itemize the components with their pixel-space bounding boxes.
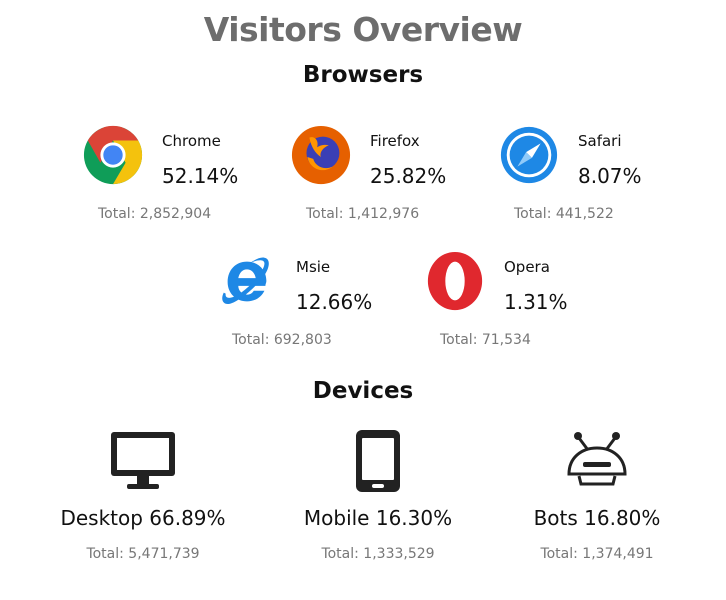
safari-icon — [500, 126, 558, 184]
bot-icon — [567, 432, 627, 486]
browser-total: Total: 692,803 — [232, 332, 332, 348]
device-card-mobile: Mobile 16.30% Total: 1,333,529 — [273, 428, 483, 562]
chrome-icon — [83, 125, 143, 185]
browser-name: Msie — [296, 258, 331, 276]
device-total: Total: 1,374,491 — [540, 546, 654, 562]
browser-percent: 52.14% — [162, 164, 239, 188]
device-label: Bots 16.80% — [533, 506, 661, 530]
browser-total: Total: 441,522 — [514, 206, 614, 222]
browser-percent: 12.66% — [296, 290, 373, 314]
browser-percent: 8.07% — [578, 164, 642, 188]
browser-percent: 1.31% — [504, 290, 568, 314]
page-title: Visitors Overview — [203, 10, 523, 49]
browser-name: Opera — [504, 258, 550, 276]
device-label: Mobile 16.30% — [303, 506, 453, 530]
browser-card-opera: Opera 1.31% Total: 71,534 — [424, 250, 614, 360]
devices-heading: Devices — [312, 378, 414, 404]
browser-card-firefox: Firefox 25.82% Total: 1,412,976 — [290, 124, 480, 234]
firefox-icon — [291, 125, 351, 185]
ie-icon — [222, 257, 269, 305]
mobile-icon — [356, 430, 400, 492]
browser-name: Chrome — [162, 132, 221, 150]
browser-total: Total: 71,534 — [440, 332, 531, 348]
browser-name: Firefox — [370, 132, 420, 150]
browser-total: Total: 2,852,904 — [98, 206, 212, 222]
browser-name: Safari — [578, 132, 622, 150]
browser-card-msie: Msie 12.66% Total: 692,803 — [216, 250, 406, 360]
device-card-desktop: Desktop 66.89% Total: 5,471,739 — [38, 428, 248, 562]
device-card-bots: Bots 16.80% Total: 1,374,491 — [492, 428, 702, 562]
device-total: Total: 5,471,739 — [86, 546, 200, 562]
browser-total: Total: 1,412,976 — [306, 206, 420, 222]
browser-card-safari: Safari 8.07% Total: 441,522 — [498, 124, 688, 234]
opera-icon — [427, 251, 483, 311]
desktop-icon — [111, 432, 175, 489]
browser-card-chrome: Chrome 52.14% Total: 2,852,904 — [82, 124, 272, 234]
device-total: Total: 1,333,529 — [321, 546, 435, 562]
device-label: Desktop 66.89% — [60, 506, 226, 530]
browsers-heading: Browsers — [302, 62, 424, 88]
browser-percent: 25.82% — [370, 164, 447, 188]
